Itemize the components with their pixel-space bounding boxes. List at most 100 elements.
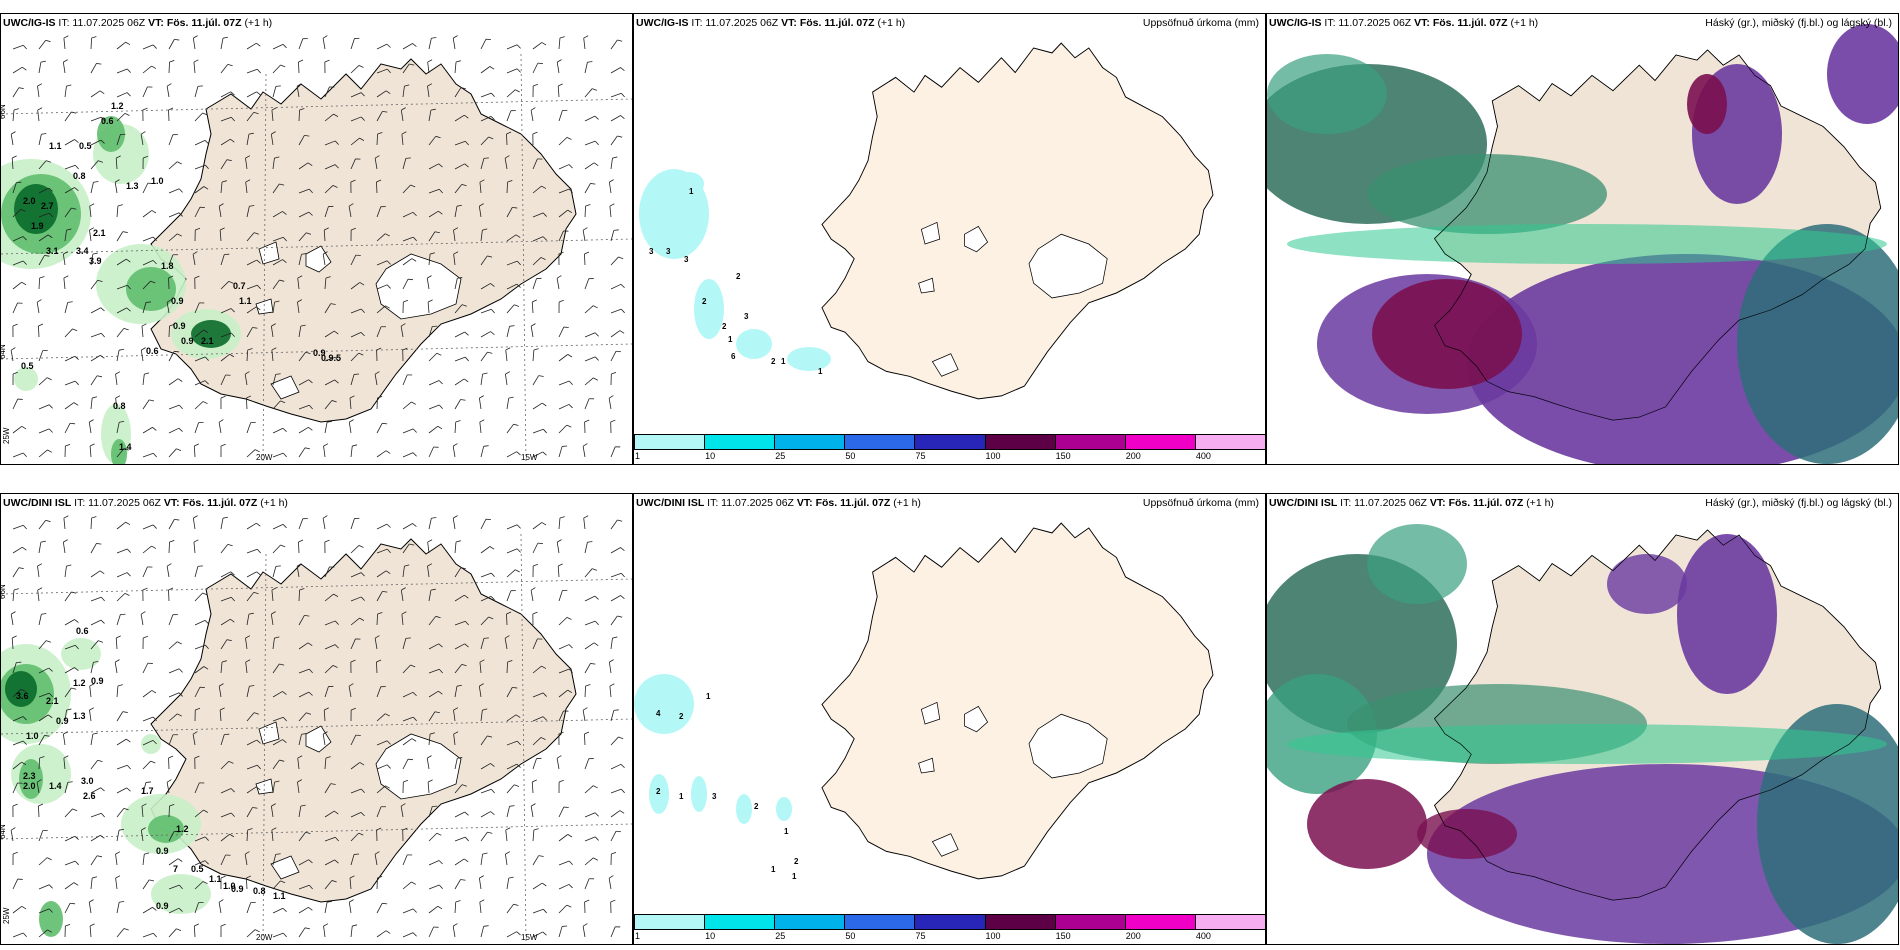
wind-barb xyxy=(428,518,432,530)
wind-barb xyxy=(116,902,120,914)
wind-barb-flag xyxy=(593,857,598,861)
precip-value-label: 0.6 xyxy=(101,116,114,126)
wind-barb xyxy=(324,86,330,98)
wind-barb-flag xyxy=(620,764,625,769)
wind-barb-flag xyxy=(618,736,624,740)
wind-barb xyxy=(10,614,14,626)
wind-barb-flag xyxy=(231,596,235,602)
wind-barb-flag xyxy=(464,163,469,168)
wind-barb xyxy=(480,446,485,458)
wind-barb-flag xyxy=(96,63,102,65)
precip-value-label: 3.6 xyxy=(16,691,29,701)
wind-barb-flag xyxy=(151,210,157,214)
wind-barb-flag xyxy=(516,763,521,768)
wind-barb xyxy=(246,739,258,746)
wind-barb-flag xyxy=(22,66,27,71)
precip-value-label: 0.5 xyxy=(79,141,92,151)
wind-barb-flag xyxy=(334,644,339,649)
precip-area xyxy=(736,794,752,824)
wind-barb xyxy=(454,879,461,890)
wind-barb xyxy=(454,378,465,386)
wind-barb xyxy=(428,380,440,386)
wind-barb xyxy=(558,926,563,938)
wind-barb xyxy=(298,831,306,842)
wind-barb-flag xyxy=(227,63,233,67)
wind-barb-flag xyxy=(482,228,488,231)
precip-value-label: 2 xyxy=(771,357,776,366)
colorbar-tick: 75 xyxy=(915,931,926,941)
wind-barb-flag xyxy=(13,108,19,111)
wind-barb-flag xyxy=(279,759,285,762)
wind-barb xyxy=(454,836,466,842)
wind-barb-flag xyxy=(12,323,18,327)
wind-barb-flag xyxy=(152,427,157,431)
wind-barb-flag xyxy=(490,92,495,98)
wind-barb-flag xyxy=(479,875,484,879)
precip-value-label: 1 xyxy=(781,357,786,366)
precip-value-label: 2 xyxy=(702,297,707,306)
wind-barb xyxy=(324,356,336,362)
wind-barb-flag xyxy=(168,107,174,111)
wind-barb xyxy=(298,518,304,530)
wind-barb-flag xyxy=(377,396,383,399)
wind-barb xyxy=(194,809,204,818)
wind-barb-flag xyxy=(504,635,510,639)
grid-label: 66N xyxy=(1,104,7,119)
wind-barb xyxy=(36,302,40,314)
wind-barb-flag xyxy=(116,155,121,159)
wind-barb-flag xyxy=(202,112,208,116)
graticule-line xyxy=(1,718,632,735)
precip-value-label: 1.7 xyxy=(141,786,154,796)
wind-barb-flag xyxy=(115,875,121,879)
wind-barb-flag xyxy=(124,113,130,116)
wind-barb xyxy=(350,332,362,338)
wind-barb xyxy=(37,86,40,98)
wind-barb-flag xyxy=(464,331,469,336)
wind-barb xyxy=(506,283,518,290)
wind-barb-flag xyxy=(296,563,302,567)
wind-barb xyxy=(506,661,508,674)
wind-barb-flag xyxy=(457,757,463,759)
wind-barb-flag xyxy=(230,618,235,623)
wind-barb xyxy=(479,422,482,434)
wind-barb xyxy=(558,834,569,842)
wind-barb xyxy=(376,764,388,770)
wind-barb xyxy=(374,158,378,170)
wind-barb-flag xyxy=(594,356,599,361)
wind-barb xyxy=(272,880,281,890)
wind-barb xyxy=(38,884,50,890)
wind-barb xyxy=(142,182,149,194)
wind-barb xyxy=(349,398,352,410)
wind-barb xyxy=(454,140,466,146)
wind-barb xyxy=(116,92,128,98)
wind-barb-flag xyxy=(479,899,485,903)
precip-panel-bottom: UWC/DINI ISL IT: 11.07.2025 06Z VT: Fös.… xyxy=(633,493,1266,945)
wind-barb xyxy=(90,619,102,626)
wind-barb xyxy=(297,302,300,314)
wind-barb xyxy=(297,278,300,290)
wind-barb-flag xyxy=(66,564,72,567)
wind-barb xyxy=(64,187,75,194)
wind-barb-flag xyxy=(73,402,79,406)
wind-barb xyxy=(142,854,145,866)
wind-barb xyxy=(374,854,378,866)
wind-barb-flag xyxy=(464,114,469,119)
wind-barb-flag xyxy=(283,716,287,722)
wind-barb xyxy=(90,760,98,770)
wind-barb-flag xyxy=(517,260,521,266)
colorbar-tick: 100 xyxy=(985,931,1001,941)
wind-barb-flag xyxy=(438,380,443,385)
precip-value-label: 1.9 xyxy=(31,221,44,231)
cloud-area xyxy=(1757,704,1898,944)
wind-barb xyxy=(168,448,177,458)
wind-barb-flag xyxy=(280,544,286,548)
wind-barb xyxy=(610,115,621,122)
wind-barb xyxy=(532,236,544,242)
wind-barb xyxy=(246,571,257,578)
wind-barb xyxy=(10,830,14,842)
wind-panel-top: UWC/IG-IS IT: 11.07.2025 06Z VT: Fös. 11… xyxy=(0,13,633,465)
wind-barb xyxy=(428,590,432,602)
colorbar-swatch xyxy=(774,914,846,930)
wind-barb-flag xyxy=(322,251,328,255)
cloud-area xyxy=(1307,779,1427,869)
